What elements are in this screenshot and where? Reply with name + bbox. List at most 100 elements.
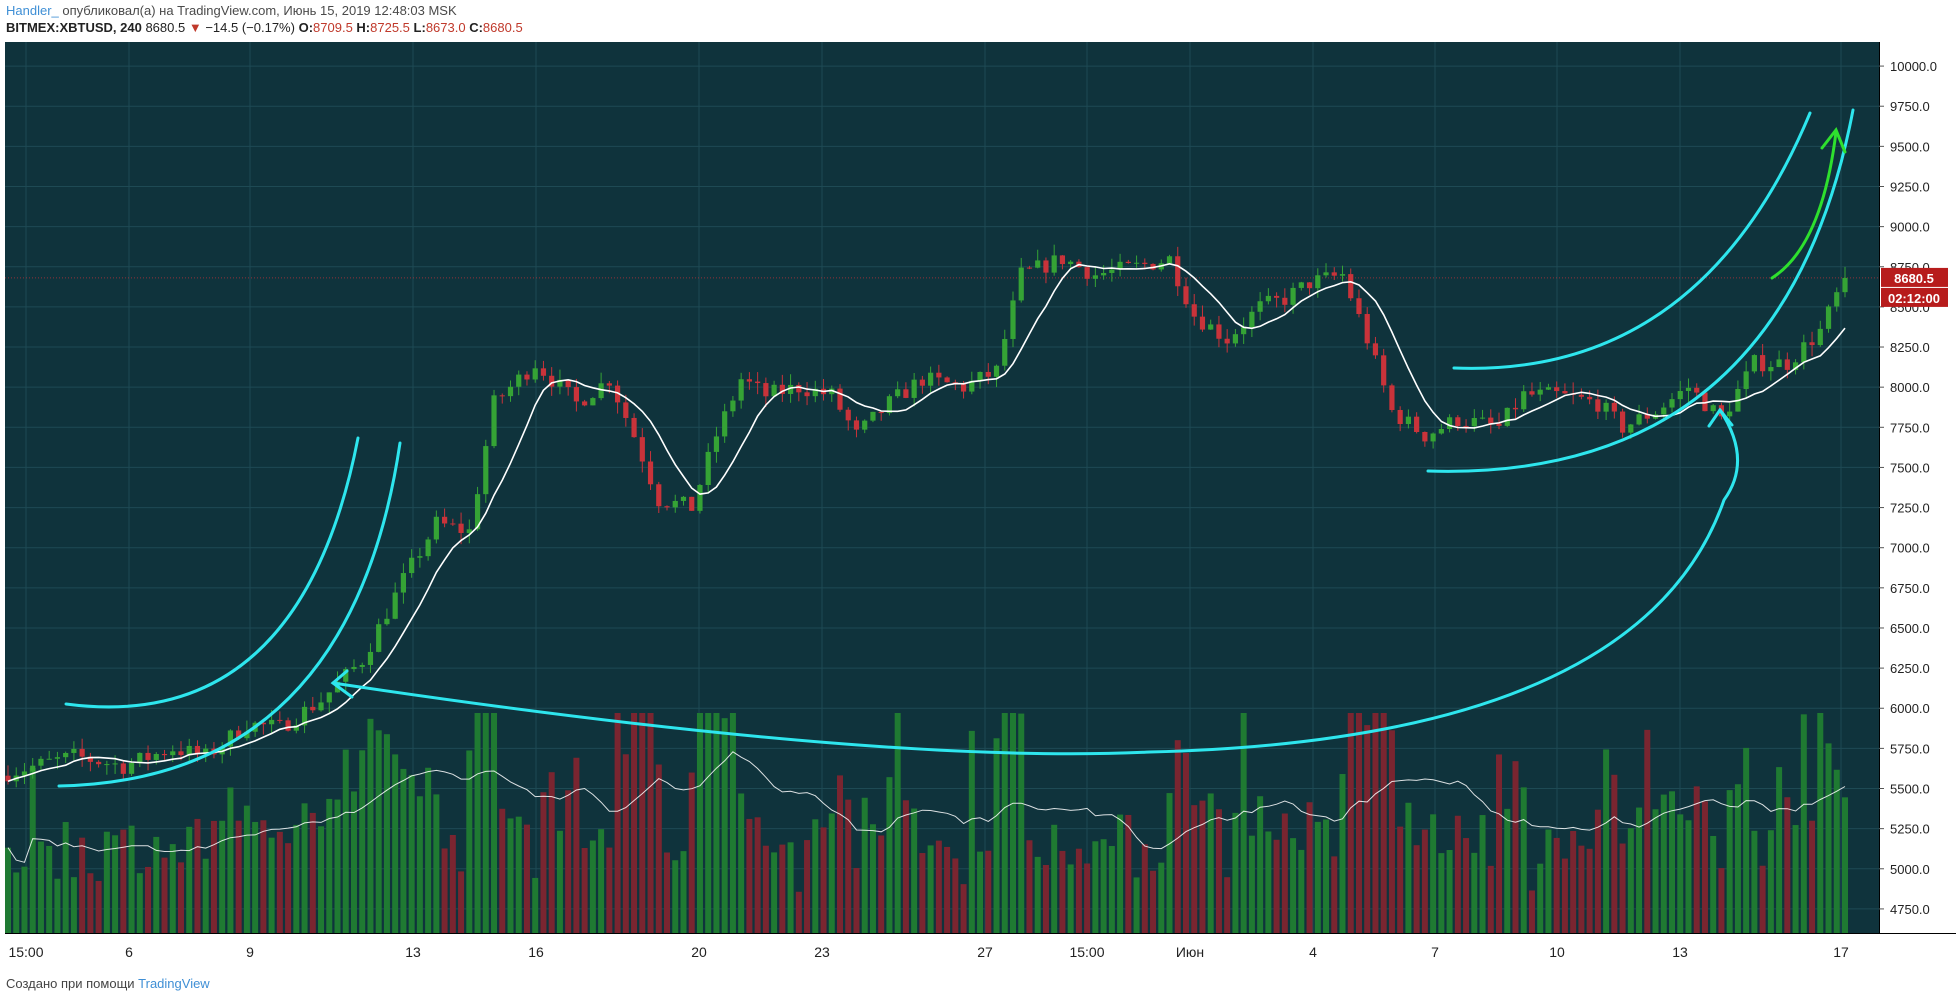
volume-bar xyxy=(688,772,695,933)
volume-bar xyxy=(886,777,893,933)
candle-body xyxy=(598,383,604,399)
candle-body xyxy=(763,383,769,397)
candle-body xyxy=(771,384,777,397)
price-axis[interactable]: 10000.09750.09500.09250.09000.08750.0850… xyxy=(1879,59,1937,917)
candle-body xyxy=(590,398,596,406)
volume-bar xyxy=(985,850,992,933)
volume-bar xyxy=(62,822,69,933)
volume-bar xyxy=(878,835,885,933)
candle-body xyxy=(812,388,818,397)
volume-bar xyxy=(1405,802,1412,933)
candle-body xyxy=(1282,297,1288,305)
candle-body xyxy=(458,523,464,533)
candle-body xyxy=(1537,389,1543,395)
candle-body xyxy=(128,762,135,774)
candle-body xyxy=(853,420,860,430)
candle-body xyxy=(1694,387,1700,393)
candle-body xyxy=(1092,275,1098,279)
candle-body xyxy=(779,384,785,394)
plot-background xyxy=(5,42,1879,933)
candle-body xyxy=(1446,417,1453,429)
candle-body xyxy=(1545,387,1552,390)
volume-bar xyxy=(705,713,712,933)
candle-body xyxy=(351,666,357,670)
symbol-label: BITMEX:XBTUSD, 240 xyxy=(6,20,142,35)
candle-body xyxy=(977,371,983,381)
candle-body xyxy=(936,372,942,378)
volume-bar xyxy=(1611,774,1618,933)
candle-body xyxy=(1768,367,1774,372)
price-tick-label: 9750.0 xyxy=(1890,99,1930,114)
candle-body xyxy=(483,446,489,495)
volume-bar xyxy=(861,797,868,933)
candle-body xyxy=(1389,385,1395,410)
volume-bar xyxy=(1537,863,1544,933)
volume-bar xyxy=(993,738,1000,933)
volume-bar xyxy=(342,749,349,933)
volume-bar xyxy=(1075,848,1082,933)
volume-bar xyxy=(276,831,283,933)
volume-bar xyxy=(556,830,563,933)
candle-body xyxy=(1331,272,1337,276)
volume-bar xyxy=(1290,838,1297,933)
time-axis[interactable]: 15:00 6 9 13 16 20 23 27 15:00 Июн 4 7 10 13 17 xyxy=(8,944,1849,960)
volume-bar xyxy=(944,846,951,933)
footer-text: Создано при помощи xyxy=(6,976,135,991)
volume-bar xyxy=(853,868,860,933)
time-tick-label: 16 xyxy=(528,944,544,960)
volume-bar xyxy=(1430,814,1437,933)
left-lower-curve xyxy=(57,441,402,788)
volume-bar xyxy=(1570,831,1577,933)
candle-body xyxy=(87,756,93,762)
volume-bar xyxy=(960,884,967,933)
candle-body xyxy=(1323,272,1329,276)
candle-body xyxy=(1471,417,1477,427)
candle-body xyxy=(516,374,522,387)
volume-bar xyxy=(1627,828,1634,933)
candle-body xyxy=(1455,417,1461,426)
candle-body xyxy=(746,379,752,382)
candle-body xyxy=(787,384,794,394)
candle-body xyxy=(870,411,876,421)
volume-bar xyxy=(1438,853,1445,933)
volume-bar xyxy=(136,873,143,933)
candle-body xyxy=(1595,399,1601,412)
candle-body xyxy=(1035,260,1041,268)
price-tick-label: 7250.0 xyxy=(1890,501,1930,516)
volume-bar xyxy=(696,713,703,933)
candle-body xyxy=(1133,262,1140,264)
volume-bar xyxy=(812,819,819,933)
volume-bar xyxy=(729,713,736,933)
volume-bar xyxy=(383,734,390,933)
volume-bar xyxy=(1092,841,1099,933)
volume-bar xyxy=(919,853,926,933)
footer: Создано при помощи TradingView xyxy=(6,976,210,991)
time-tick-label: 13 xyxy=(405,944,421,960)
author-link[interactable]: Handler_ xyxy=(6,3,59,18)
price-tick-label: 7000.0 xyxy=(1890,541,1930,556)
volume-bar xyxy=(1792,825,1799,933)
candle-body xyxy=(1710,405,1716,412)
volume-bar xyxy=(680,851,687,933)
volume-bar xyxy=(499,808,506,933)
current-price-tag xyxy=(1881,267,1948,287)
volume-bar xyxy=(639,713,646,933)
volume-bar xyxy=(1306,802,1313,933)
tradingview-logo[interactable]: TradingView xyxy=(138,976,210,991)
volume-bar xyxy=(1207,793,1214,933)
candle-body xyxy=(450,523,456,525)
candle-body xyxy=(1249,311,1255,328)
volume-bar xyxy=(285,843,292,933)
candle-body xyxy=(1760,355,1766,372)
price-tick-label: 6000.0 xyxy=(1890,701,1930,716)
volume-bar xyxy=(1479,815,1486,933)
time-tick-label: 15:00 xyxy=(8,944,43,960)
candle-body xyxy=(1685,387,1692,392)
candle-body xyxy=(1068,261,1074,265)
grid-lines xyxy=(5,42,1879,933)
volume-bar xyxy=(268,837,275,933)
volume-bar xyxy=(1842,797,1848,933)
volume-bar xyxy=(13,872,20,933)
green-arrow-head-icon xyxy=(1820,127,1847,154)
